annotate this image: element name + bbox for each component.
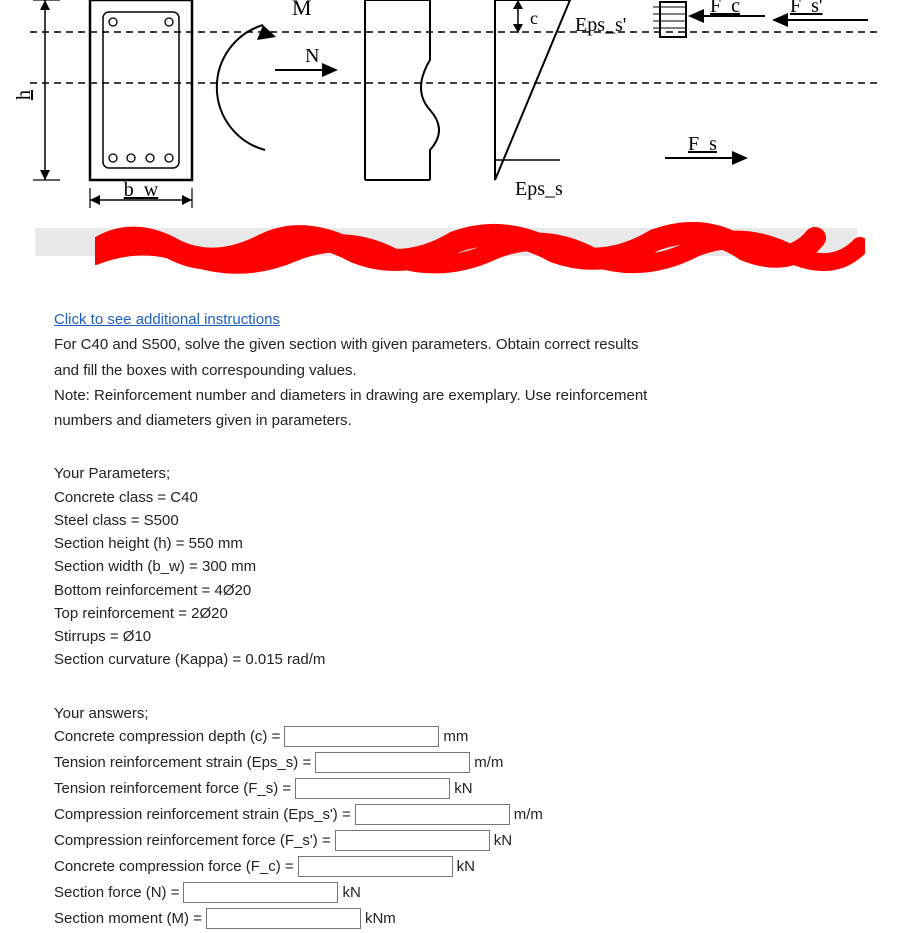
input-eps-sp[interactable] [355, 804, 510, 825]
label-c: c [530, 8, 538, 28]
label-eps-s: Eps_s [515, 178, 563, 200]
label-h: h [13, 90, 35, 100]
additional-instructions-link[interactable]: Click to see additional instructions [54, 311, 280, 328]
redaction-background [35, 228, 857, 256]
input-eps-s[interactable] [315, 752, 470, 773]
input-f-s[interactable] [295, 778, 450, 799]
param-stirrups: Stirrups = Ø10 [54, 625, 854, 648]
unit-n: kN [342, 881, 360, 904]
label-n: Section force (N) = [54, 881, 179, 904]
label-Fsp: F_s' [790, 0, 823, 17]
unit-f-s: kN [454, 777, 472, 800]
input-f-c[interactable] [298, 856, 453, 877]
unit-c: mm [443, 725, 468, 748]
label-bw: b_w [124, 179, 159, 201]
beam-section-diagram: h b_w M N [0, 0, 899, 212]
label-f-s: Tension reinforcement force (F_s) = [54, 777, 291, 800]
instruction-line-2: and fill the boxes with correspounding v… [54, 359, 854, 382]
label-eps-s-prime: Eps_s' [575, 14, 626, 36]
instruction-line-3: Note: Reinforcement number and diameters… [54, 384, 854, 407]
unit-f-sp: kN [494, 829, 512, 852]
label-f-c: Concrete compression force (F_c) = [54, 855, 294, 878]
instruction-line-4: numbers and diameters given in parameter… [54, 409, 854, 432]
unit-f-c: kN [457, 855, 475, 878]
param-bw: Section width (b_w) = 300 mm [54, 555, 854, 578]
unit-eps-sp: m/m [514, 803, 543, 826]
param-steel: Steel class = S500 [54, 509, 854, 532]
param-top: Top reinforcement = 2Ø20 [54, 602, 854, 625]
param-concrete: Concrete class = C40 [54, 486, 854, 509]
label-Fs: F_s [688, 133, 717, 155]
input-m[interactable] [206, 908, 361, 929]
label-f-sp: Compression reinforcement force (F_s') = [54, 829, 331, 852]
label-c-depth: Concrete compression depth (c) = [54, 725, 280, 748]
params-header: Your Parameters; [54, 462, 854, 485]
param-h: Section height (h) = 550 mm [54, 532, 854, 555]
label-m: Section moment (M) = [54, 907, 202, 930]
label-eps-s: Tension reinforcement strain (Eps_s) = [54, 751, 311, 774]
input-c[interactable] [284, 726, 439, 747]
unit-m: kNm [365, 907, 396, 930]
input-n[interactable] [183, 882, 338, 903]
question-content: Click to see additional instructions For… [54, 308, 854, 933]
diagram-svg: h b_w M N [0, 0, 899, 212]
label-N: N [305, 45, 319, 67]
param-kappa: Section curvature (Kappa) = 0.015 rad/m [54, 648, 854, 671]
param-bottom: Bottom reinforcement = 4Ø20 [54, 579, 854, 602]
instruction-line-1: For C40 and S500, solve the given sectio… [54, 333, 854, 356]
label-eps-sp: Compression reinforcement strain (Eps_s'… [54, 803, 351, 826]
answers-header: Your answers; [54, 702, 854, 725]
unit-eps-s: m/m [474, 751, 503, 774]
input-f-sp[interactable] [335, 830, 490, 851]
label-Fc: F_c [710, 0, 740, 17]
label-M: M [292, 0, 312, 20]
